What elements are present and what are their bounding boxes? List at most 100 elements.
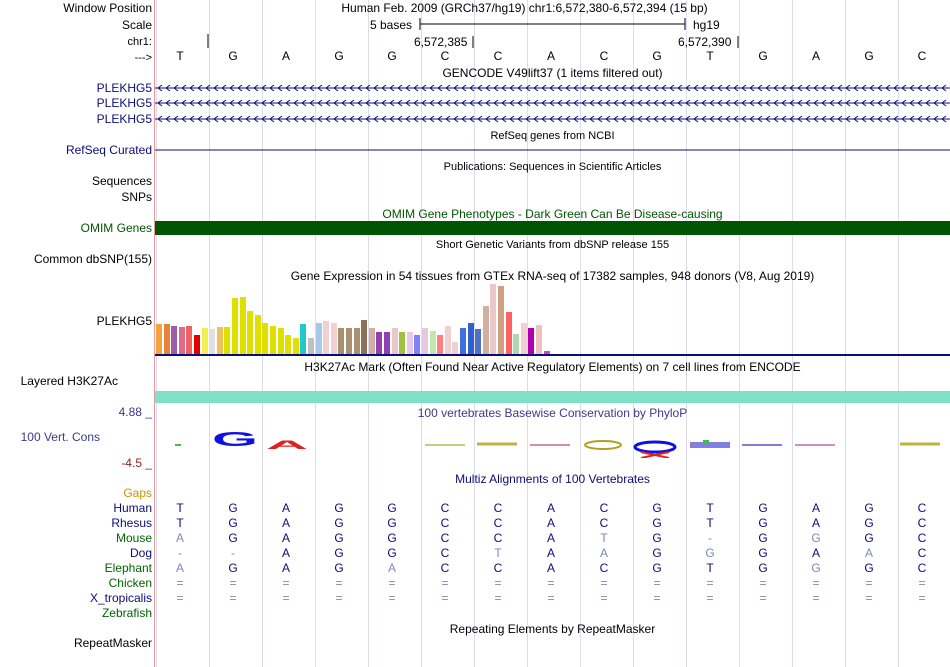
gtex-tissue-bar[interactable] xyxy=(498,285,504,354)
gtex-tissue-bar[interactable] xyxy=(292,338,299,354)
aligned-base: T xyxy=(176,501,184,515)
gtex-tissue-bar[interactable] xyxy=(194,335,200,354)
species-human-label[interactable]: Human xyxy=(113,501,152,515)
tracks-area[interactable]: Human Feb. 2009 (GRCh37/hg19) chr1:6,572… xyxy=(155,0,950,667)
h3k27ac-signal[interactable] xyxy=(155,391,950,403)
aligned-base: = xyxy=(759,591,767,605)
species-mouse-label[interactable]: Mouse xyxy=(115,531,152,545)
phylop-logo[interactable]: G A xyxy=(155,428,950,458)
common-dbsnp-label[interactable]: Common dbSNP(155) xyxy=(33,252,152,266)
gtex-tissue-bar[interactable] xyxy=(406,332,413,354)
chrom-label[interactable]: chr1: xyxy=(127,36,152,48)
gtex-tissue-bar[interactable] xyxy=(482,305,489,354)
gtex-tissue-bar[interactable] xyxy=(323,321,330,354)
gtex-tissue-bar[interactable] xyxy=(239,297,246,354)
strand-arrow-label[interactable]: ---> xyxy=(134,52,152,64)
gtex-tissue-bar[interactable] xyxy=(209,329,216,354)
gtex-tissue-bar[interactable] xyxy=(178,326,185,354)
ref-base: G xyxy=(652,49,662,63)
gtex-tissue-bar[interactable] xyxy=(429,331,436,354)
gtex-tissue-bar[interactable] xyxy=(460,327,466,354)
gtex-tissue-bar[interactable] xyxy=(505,312,512,354)
snps-label[interactable]: SNPs xyxy=(121,190,152,204)
gtex-tissue-bar[interactable] xyxy=(300,324,307,354)
gtex-tissue-bar[interactable] xyxy=(467,322,474,354)
gridline xyxy=(845,0,846,667)
aligned-base: = xyxy=(282,591,290,605)
gtex-gene-label[interactable]: PLEKHG5 xyxy=(96,314,152,328)
gtex-tissue-bar[interactable] xyxy=(452,342,459,354)
gtex-tissue-bar[interactable] xyxy=(186,326,193,354)
gtex-tissue-bar[interactable] xyxy=(391,327,398,354)
gtex-tissue-bar[interactable] xyxy=(156,324,162,354)
gaps-label[interactable]: Gaps xyxy=(123,486,152,500)
gencode-transcript-2[interactable] xyxy=(155,96,950,110)
layered-h3k27ac-label[interactable]: Layered H3K27Ac xyxy=(20,374,118,388)
gtex-tissue-bar[interactable] xyxy=(262,322,269,354)
gtex-tissue-bar[interactable] xyxy=(224,326,231,354)
gtex-tissue-bar[interactable] xyxy=(543,350,550,354)
refseq-curated-label[interactable]: RefSeq Curated xyxy=(65,143,152,157)
window-position-label[interactable]: Window Position xyxy=(63,1,152,15)
gtex-tissue-bar[interactable] xyxy=(490,284,497,354)
gencode-transcript-1[interactable] xyxy=(155,81,950,95)
refseq-gene-line[interactable] xyxy=(155,143,950,157)
gtex-tissue-bar[interactable] xyxy=(399,332,406,354)
gtex-tissue-bar[interactable] xyxy=(232,298,238,354)
aligned-base: A xyxy=(281,561,290,575)
gtex-tissue-bar[interactable] xyxy=(437,335,444,354)
sequences-label[interactable]: Sequences xyxy=(91,174,152,188)
gencode-transcript-3[interactable] xyxy=(155,112,950,126)
gtex-tissue-bar[interactable] xyxy=(315,322,322,354)
gtex-tissue-bar[interactable] xyxy=(376,332,383,354)
gtex-tissue-bar[interactable] xyxy=(308,338,314,354)
gtex-tissue-bar[interactable] xyxy=(475,329,482,354)
species-zebrafish-label[interactable]: Zebrafish xyxy=(101,606,152,620)
ref-base: G xyxy=(334,49,344,63)
gtex-tissue-bar[interactable] xyxy=(368,328,375,354)
omim-gene-bar[interactable] xyxy=(155,221,950,235)
gtex-tissue-bar[interactable] xyxy=(528,327,535,354)
gtex-tissue-bar[interactable] xyxy=(520,322,527,354)
species-chicken-label[interactable]: Chicken xyxy=(108,576,152,590)
gencode-gene-label-3[interactable]: PLEKHG5 xyxy=(96,112,152,126)
species-elephant-label[interactable]: Elephant xyxy=(104,561,152,575)
gtex-tissue-bar[interactable] xyxy=(247,311,254,354)
gridline xyxy=(315,0,316,667)
gtex-tissue-bar[interactable] xyxy=(285,335,292,354)
aligned-base: G xyxy=(864,501,874,515)
gtex-tissue-bar[interactable] xyxy=(361,319,368,354)
omim-genes-label[interactable]: OMIM Genes xyxy=(80,221,152,235)
ref-base: C xyxy=(440,49,450,63)
gtex-bar-chart[interactable] xyxy=(155,284,950,354)
gencode-gene-label-2[interactable]: PLEKHG5 xyxy=(96,96,152,110)
species-dog-label[interactable]: Dog xyxy=(129,546,152,560)
gtex-tissue-bar[interactable] xyxy=(338,328,345,354)
gtex-tissue-bar[interactable] xyxy=(536,325,542,354)
gtex-tissue-bar[interactable] xyxy=(422,327,428,354)
species-xtropicalis-label[interactable]: X_tropicalis xyxy=(89,591,152,605)
gtex-tissue-bar[interactable] xyxy=(353,327,360,354)
gtex-tissue-bar[interactable] xyxy=(384,332,390,354)
gtex-tissue-bar[interactable] xyxy=(201,328,208,354)
gridline xyxy=(686,0,687,667)
gtex-tissue-bar[interactable] xyxy=(414,334,421,354)
scale-label[interactable]: Scale xyxy=(121,18,152,32)
gencode-gene-label-1[interactable]: PLEKHG5 xyxy=(96,81,152,95)
gtex-tissue-bar[interactable] xyxy=(444,326,451,354)
vert-cons-label[interactable]: 100 Vert. Cons xyxy=(20,430,100,444)
gtex-tissue-bar[interactable] xyxy=(346,328,352,354)
gtex-tissue-bar[interactable] xyxy=(513,333,520,354)
gtex-tissue-bar[interactable] xyxy=(171,326,178,354)
species-rhesus-label[interactable]: Rhesus xyxy=(111,516,152,530)
gtex-tissue-bar[interactable] xyxy=(216,326,223,354)
gtex-tissue-bar[interactable] xyxy=(277,327,284,354)
publications-track-title: Publications: Sequences in Scientific Ar… xyxy=(443,161,662,173)
repeatmasker-label[interactable]: RepeatMasker xyxy=(73,636,152,650)
gtex-tissue-bar[interactable] xyxy=(163,324,170,354)
gtex-tissue-bar[interactable] xyxy=(330,322,337,354)
aligned-base: A xyxy=(811,516,820,530)
aligned-base: = xyxy=(388,576,396,590)
gtex-tissue-bar[interactable] xyxy=(254,315,261,354)
gtex-tissue-bar[interactable] xyxy=(270,326,276,354)
